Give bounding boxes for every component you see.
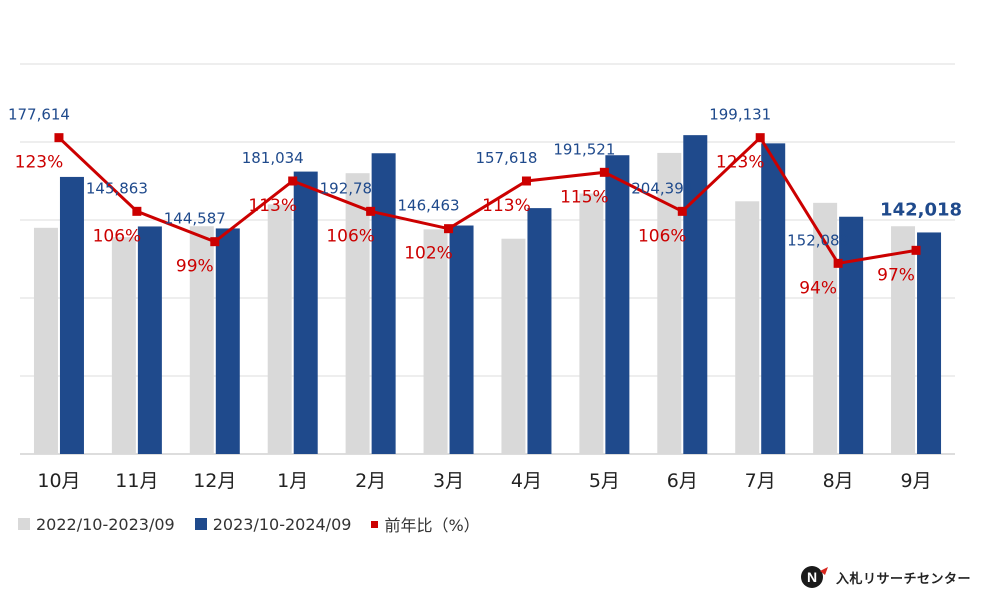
legend-swatch-curr-year: [194, 518, 207, 530]
legend-item-prev-year: 2022/10-2023/09: [18, 515, 175, 534]
legend-item-ratio: 前年比（%）: [371, 512, 480, 536]
legend-swatch-prev-year: [18, 518, 30, 530]
brand: N 入札リサーチセンター: [800, 565, 971, 589]
x-tick-label: 5月: [589, 470, 620, 492]
ratio-label: 113%: [248, 196, 297, 216]
value-label: 145,863: [86, 179, 148, 197]
bar-prev-year: [111, 237, 136, 454]
bar-prev-year: [891, 226, 916, 454]
value-label: 204,394: [631, 179, 693, 197]
bar-curr-year: [449, 225, 474, 454]
brand-logo-letter: N: [807, 569, 817, 585]
value-label: 191,521: [553, 140, 615, 158]
bar-curr-year: [917, 232, 942, 454]
x-tick-label: 10月: [37, 470, 80, 492]
value-label: 181,034: [242, 149, 304, 167]
ratio-label: 99%: [176, 257, 214, 277]
bar-curr-year: [215, 228, 240, 454]
ratio-point: [210, 237, 220, 247]
ratio-label: 106%: [638, 226, 687, 246]
ratio-label: 102%: [404, 244, 453, 264]
value-label: 192,784: [320, 179, 382, 197]
bar-prev-year: [189, 226, 214, 454]
bar-prev-year: [501, 238, 526, 454]
bar-curr-year: [293, 171, 318, 454]
ratio-label: 94%: [799, 278, 837, 298]
x-tick-label: 6月: [667, 470, 698, 492]
ratio-label: 106%: [326, 226, 375, 246]
value-label: 142,018: [880, 199, 962, 220]
bar-curr-year: [761, 143, 786, 454]
ratio-point: [599, 167, 609, 177]
bar-prev-year: [33, 227, 58, 454]
ratio-point: [833, 258, 843, 268]
ratio-point: [54, 133, 64, 143]
x-tick-label: 12月: [193, 470, 236, 492]
value-label: 152,089: [787, 231, 849, 249]
bar-prev-year: [345, 173, 370, 454]
value-label: 177,614: [8, 106, 70, 124]
x-tick-label: 9月: [900, 470, 931, 492]
ratio-point: [911, 245, 921, 255]
bar-prev-year: [657, 152, 682, 455]
legend-item-curr-year: 2023/10-2024/09: [194, 514, 352, 534]
bar-curr-year: [605, 155, 630, 454]
value-label: 199,131: [709, 106, 771, 124]
ratio-point: [444, 224, 454, 234]
bar-curr-year: [527, 208, 552, 454]
bar-curr-year: [371, 153, 396, 454]
ratio-line: [57, 135, 917, 265]
brand-name: 入札リサーチセンター: [836, 571, 972, 587]
ratio-label: 123%: [15, 153, 64, 173]
x-tick-label: 3月: [433, 470, 464, 492]
ratio-point: [288, 176, 298, 186]
x-tick-label: 11月: [115, 470, 158, 492]
bar-curr-year: [137, 226, 162, 454]
x-tick-label: 1月: [277, 470, 308, 492]
ratio-point: [366, 206, 376, 216]
ratio-label: 123%: [716, 153, 765, 173]
legend-swatch-ratio: [371, 520, 379, 528]
value-label: 146,463: [398, 197, 460, 215]
bar-curr-year: [683, 135, 708, 454]
ratio-label: 115%: [560, 187, 609, 207]
value-label: 157,618: [475, 149, 537, 167]
bar-curr-year: [839, 216, 864, 454]
ratio-point: [132, 206, 142, 216]
x-tick-label: 7月: [745, 470, 776, 492]
ratio-point: [521, 176, 531, 186]
bar-prev-year: [735, 201, 760, 454]
ratio-point: [755, 133, 765, 143]
legend-label-prev-year: 2022/10-2023/09: [36, 514, 175, 534]
legend: 2022/10-2023/09 2023/10-2024/09 前年比（%）: [18, 512, 500, 536]
bar-prev-year: [267, 204, 292, 454]
ratio-label: 113%: [482, 196, 531, 216]
ratio-label: 97%: [877, 265, 915, 285]
x-tick-label: 8月: [823, 470, 854, 492]
value-label: 144,587: [164, 210, 226, 228]
bar-prev-year: [579, 193, 604, 455]
ratio-label: 106%: [93, 226, 142, 246]
ratio-point: [677, 206, 687, 216]
brand-logo-icon: N: [801, 566, 828, 588]
x-tick-label: 4月: [511, 470, 542, 492]
bar-prev-year: [423, 229, 448, 454]
legend-label-curr-year: 2023/10-2024/09: [212, 514, 352, 534]
x-tick-label: 2月: [355, 470, 386, 492]
bar-curr-year: [59, 176, 84, 454]
legend-label-ratio: 前年比（%）: [384, 516, 480, 535]
